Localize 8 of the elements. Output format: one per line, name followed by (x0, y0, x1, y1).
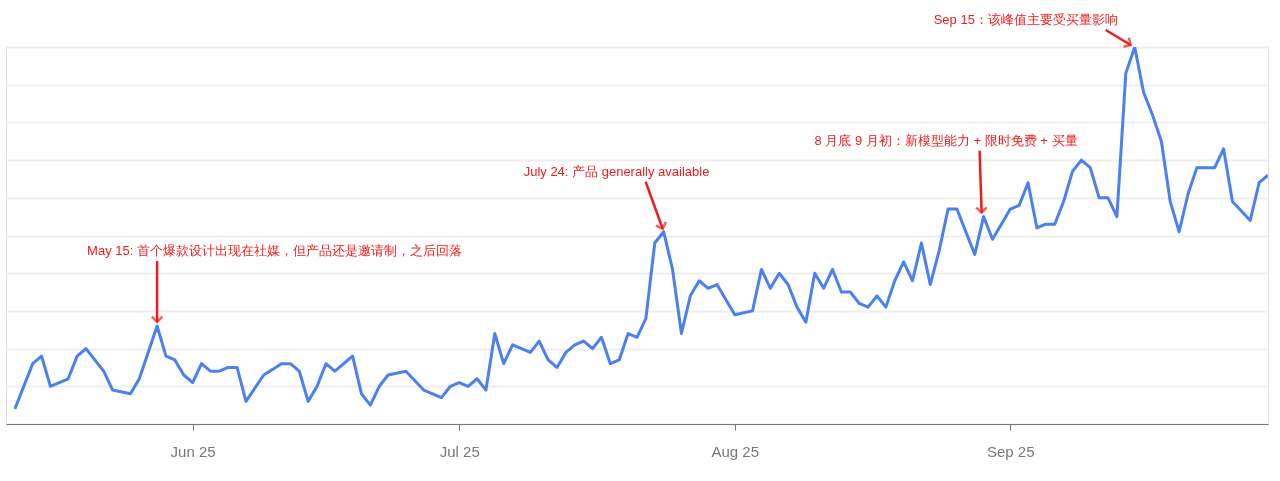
x-tick-label: Sep 25 (986, 442, 1035, 460)
x-tick-label: Jun 25 (170, 442, 216, 460)
annotation: 8 月底 9 月初：新模型能力 + 限时免费 + 买量 (814, 132, 1078, 148)
x-tick-label: Jul 25 (439, 442, 480, 460)
annotation: July 24: 产品 generally available (523, 163, 710, 179)
annotation: Sep 15：该峰值主要受买量影响 (933, 12, 1118, 27)
x-tick-label: Aug 25 (711, 442, 760, 460)
annotation: May 15: 首个爆款设计出现在社媒，但产品还是邀请制，之后回落 (87, 242, 462, 258)
